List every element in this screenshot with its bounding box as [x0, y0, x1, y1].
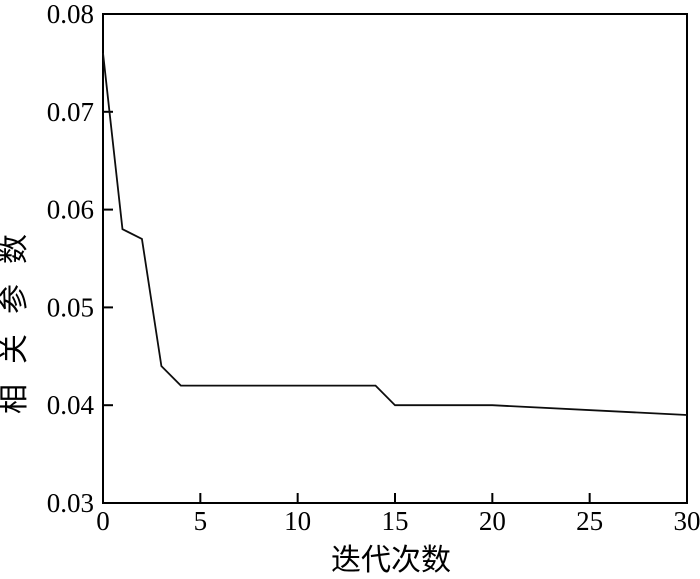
x-tick-label: 25	[576, 506, 603, 536]
x-tick-label: 5	[194, 506, 208, 536]
x-tick-label: 15	[382, 506, 409, 536]
series-line	[102, 53, 688, 416]
y-tick-label: 0.03	[47, 488, 94, 518]
x-axis-label: 迭代次数	[331, 544, 451, 577]
x-tick-label: 0	[96, 506, 110, 536]
y-tick-label: 0.07	[47, 97, 94, 127]
plot-area: 0 5 10 15 20 25 30 0.03 0.04 0.05 0.06 0.07 0.08	[47, 0, 700, 536]
y-tick-label: 0.08	[47, 0, 94, 29]
x-tick-label: 10	[284, 506, 311, 536]
y-tick-label: 0.06	[47, 195, 94, 225]
x-tick-label: 20	[479, 506, 506, 536]
x-tick-label: 30	[674, 506, 700, 536]
y-axis-label: 相关参数	[0, 214, 31, 414]
plot-border	[102, 13, 688, 504]
y-tick-label: 0.05	[47, 292, 94, 322]
y-tick-label: 0.04	[47, 390, 95, 420]
